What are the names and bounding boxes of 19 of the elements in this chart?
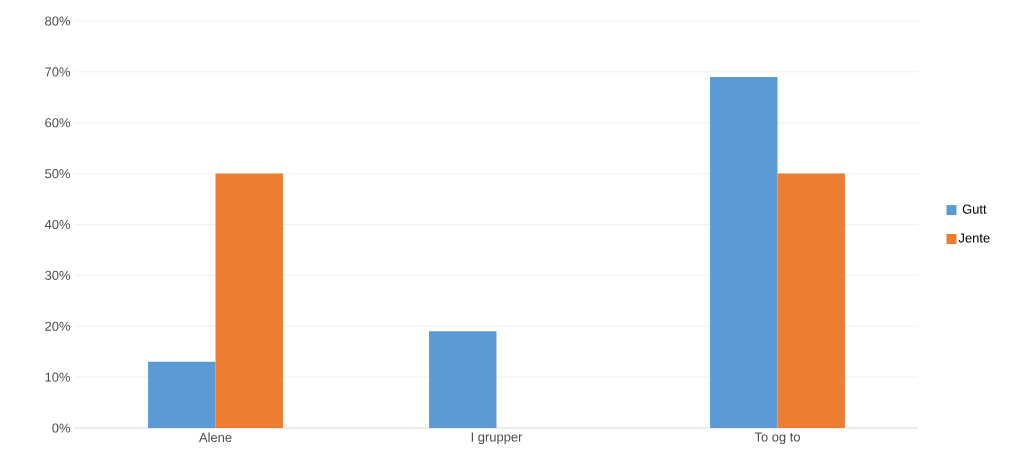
x-tick-label: To og to — [754, 432, 800, 445]
y-tick-label: 20% — [45, 321, 71, 331]
legend-label: Gutt — [962, 204, 987, 214]
bar — [215, 173, 283, 428]
y-tick-label: 60% — [45, 118, 71, 128]
y-tick-label: 80% — [45, 16, 71, 26]
y-tick-label: 10% — [45, 372, 71, 382]
y-tick-label: 40% — [44, 219, 71, 230]
x-tick-label: I grupper — [471, 432, 523, 445]
y-tick-label: 70% — [45, 67, 71, 77]
y-tick-label: 30% — [45, 270, 71, 280]
legend-label: Jente — [958, 233, 990, 243]
y-tick-label: 0% — [52, 423, 71, 433]
bar — [429, 331, 497, 428]
y-tick-label: 50% — [45, 169, 71, 179]
x-tick-label: Alene — [198, 432, 232, 443]
bar — [148, 361, 216, 428]
bar — [777, 173, 845, 428]
bar — [710, 76, 778, 428]
